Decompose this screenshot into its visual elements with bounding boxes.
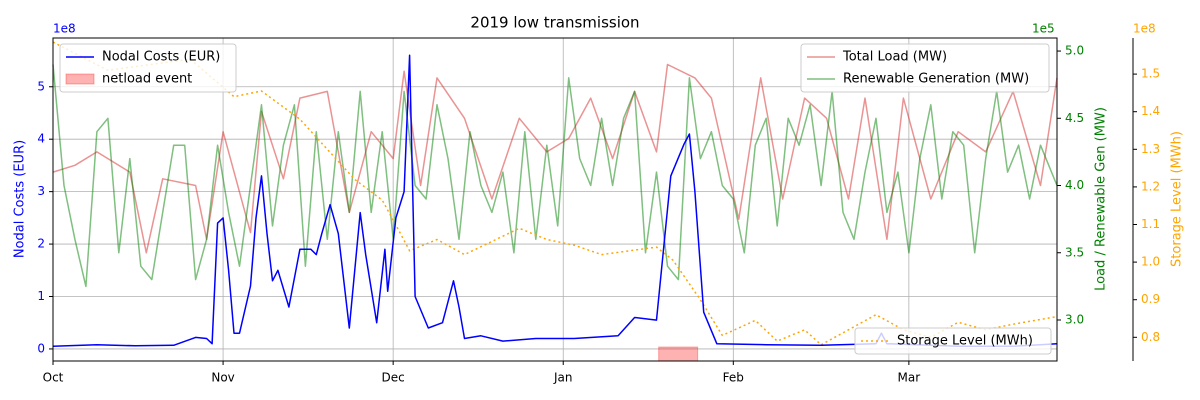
y3-offset-text: 1e8 <box>1133 22 1156 36</box>
y3-axis-label: Storage Level (MWh) <box>1170 131 1185 267</box>
x-tick-label: Jan <box>553 371 573 385</box>
y-tick-label: 3 <box>37 184 45 198</box>
legend-label: Renewable Generation (MW) <box>843 72 1029 87</box>
y-tick-label: 5 <box>37 79 45 93</box>
y2-tick-label: 5.0 <box>1065 44 1084 58</box>
y3-tick-label: 0.8 <box>1141 330 1160 344</box>
y2-tick-label: 4.5 <box>1065 111 1084 125</box>
y3-tick-label: 1.3 <box>1141 142 1160 156</box>
legend <box>854 327 1052 355</box>
y-tick-label: 4 <box>37 132 45 146</box>
series-line <box>52 41 1058 346</box>
y-axis-label: Nodal Costs (EUR) <box>13 140 28 258</box>
legend-label: Total Load (MW) <box>842 50 947 65</box>
y-offset-text: 1e8 <box>53 22 76 36</box>
legend-label: Storage Level (MWh) <box>897 334 1033 349</box>
y3-tick-label: 1.4 <box>1141 104 1160 118</box>
y-tick-label: 0 <box>37 341 45 355</box>
legend-label: netload event <box>102 72 192 87</box>
y-tick-label: 1 <box>37 289 45 303</box>
chart-title: 2019 low transmission <box>470 14 639 32</box>
legend-label: Nodal Costs (EUR) <box>102 50 220 65</box>
y2-offset-text: 1e5 <box>1032 22 1055 36</box>
y2-tick-label: 3.5 <box>1065 245 1084 259</box>
x-tick-label: Nov <box>211 371 234 385</box>
series-line <box>52 54 1058 348</box>
series-line <box>52 64 1058 288</box>
x-tick-label: Oct <box>43 371 64 385</box>
legend-swatch <box>65 73 95 85</box>
y3-tick-label: 1.1 <box>1141 217 1160 231</box>
plot-frame <box>52 37 1058 362</box>
y3-tick-label: 1.2 <box>1141 179 1160 193</box>
y2-axis-label: Load / Renewable Gen (MW) <box>1094 107 1109 291</box>
netload-span <box>658 346 699 362</box>
y2-tick-label: 3.0 <box>1065 312 1084 326</box>
y3-tick-label: 1.5 <box>1141 67 1160 81</box>
x-tick-label: Mar <box>898 371 921 385</box>
x-tick-label: Feb <box>723 371 744 385</box>
legend <box>59 43 237 93</box>
legend <box>800 43 1050 93</box>
y3-tick-label: 1.0 <box>1141 255 1160 269</box>
y3-tick-label: 0.9 <box>1141 292 1160 306</box>
series-line <box>52 63 1058 254</box>
y2-tick-label: 4.0 <box>1065 178 1084 192</box>
y-tick-label: 2 <box>37 237 45 251</box>
x-tick-label: Dec <box>382 371 405 385</box>
